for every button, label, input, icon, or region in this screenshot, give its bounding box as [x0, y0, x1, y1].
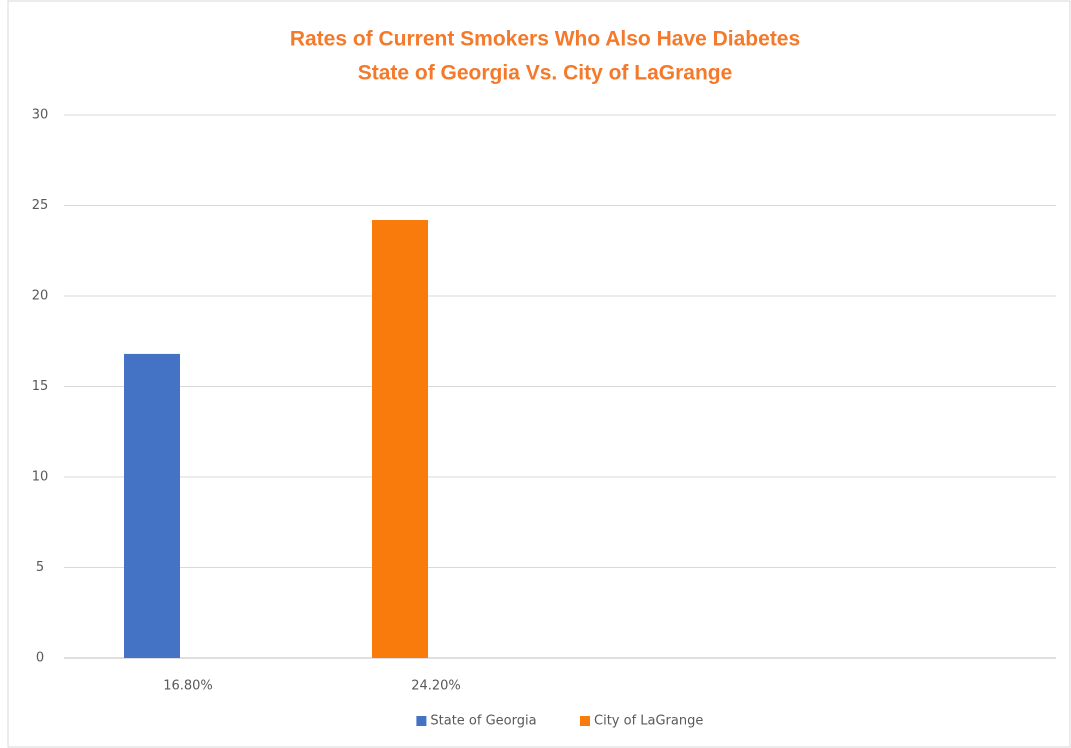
- y-tick-label: 10: [32, 470, 49, 485]
- legend-label: City of LaGrange: [594, 714, 703, 729]
- bar: [124, 353, 180, 658]
- y-tick-label: 20: [32, 289, 49, 304]
- y-tick-label: 30: [32, 108, 49, 123]
- x-tick-label: 16.80%: [163, 679, 213, 694]
- chart-frame: [7, 0, 1071, 748]
- y-tick-label: 0: [36, 651, 44, 666]
- legend-swatch: [416, 716, 427, 726]
- y-tick-label: 15: [32, 379, 49, 394]
- bar: [372, 219, 428, 659]
- chart-title: Rates of Current Smokers Who Also Have D…: [290, 28, 800, 51]
- x-tick-label: 24.20%: [411, 679, 461, 694]
- y-tick-label: 25: [32, 198, 49, 213]
- y-tick-label: 5: [36, 560, 44, 575]
- legend-label: State of Georgia: [430, 714, 536, 729]
- legend-swatch: [580, 716, 590, 726]
- chart-subtitle: State of Georgia Vs. City of LaGrange: [358, 62, 733, 85]
